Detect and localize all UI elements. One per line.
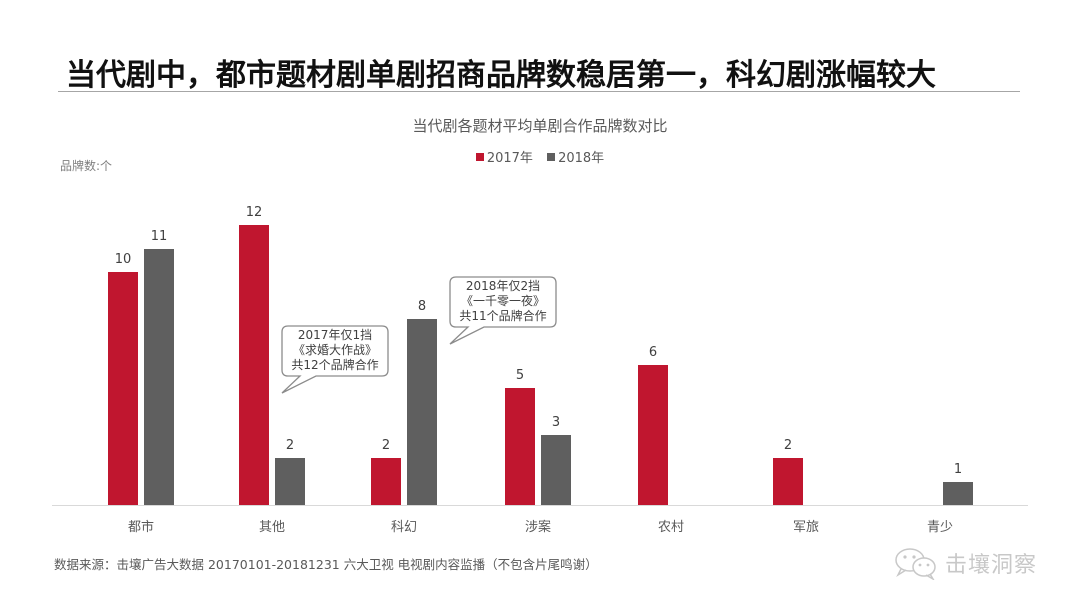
bar-2018-涉案 [541, 435, 571, 505]
data-source-note: 数据来源：击壤广告大数据 20170101-20181231 六大卫视 电视剧内… [54, 557, 598, 572]
x-tick-label: 涉案 [524, 520, 551, 535]
annotation-line: 《一千零一夜》 [460, 294, 545, 308]
annotation-line: 《求婚大作战》 [292, 343, 377, 357]
data-label: 8 [417, 299, 427, 314]
speech-bubble-shape [281, 325, 389, 394]
legend-swatch-2017 [475, 152, 484, 161]
bar-2017-军旅 [773, 458, 803, 505]
annotation-line: 2017年仅1挡 [297, 328, 373, 342]
legend-label: 2018年 [558, 151, 605, 166]
x-tick-label: 都市 [127, 520, 154, 535]
bar-2017-农村 [638, 365, 668, 505]
data-label: 3 [551, 415, 561, 430]
legend-label: 2017年 [486, 151, 533, 166]
bar-2018-科幻 [407, 319, 437, 505]
bar-2018-青少 [943, 482, 973, 505]
bar-2017-其他 [239, 225, 269, 505]
chart-legend: 2017年 2018年 [0, 147, 1080, 166]
data-label: 2 [783, 438, 793, 453]
wechat-icon [895, 548, 936, 580]
x-tick-label: 科幻 [390, 520, 417, 535]
data-label: 2 [381, 438, 391, 453]
speech-bubble-shape [449, 276, 557, 345]
x-tick-label: 农村 [657, 520, 684, 535]
data-label: 6 [648, 345, 658, 360]
page-title: 当代剧中，都市题材剧单剧招商品牌数稳居第一，科幻剧涨幅较大 [66, 58, 936, 93]
annotation-line: 2018年仅2挡 [465, 279, 541, 293]
watermark: 击壤洞察 [893, 546, 1037, 580]
bar-2017-都市 [108, 272, 138, 505]
bar-2018-其他 [275, 458, 305, 505]
plot-area: 10 11 12 2 2 8 5 3 6 2 1 [52, 190, 1028, 505]
x-tick-label: 青少 [926, 520, 953, 535]
x-tick-label: 其他 [258, 520, 285, 535]
x-axis-line [52, 505, 1028, 506]
annotation-line: 共12个品牌合作 [291, 358, 379, 372]
y-axis-label: 品牌数:个 [60, 159, 113, 173]
annotation-line: 共11个品牌合作 [459, 309, 547, 323]
data-label: 11 [150, 229, 168, 244]
data-label: 2 [285, 438, 295, 453]
data-label: 12 [245, 205, 263, 220]
legend-item-2018: 2018年 [547, 147, 604, 166]
title-divider [58, 91, 1020, 92]
annotation-callout-2018: 2018年仅2挡 《一千零一夜》 共11个品牌合作 [448, 276, 558, 346]
data-label: 10 [114, 252, 132, 267]
bar-2018-都市 [144, 249, 174, 505]
watermark-text: 击壤洞察 [945, 553, 1038, 578]
legend-item-2017: 2017年 [475, 147, 533, 166]
chart-title: 当代剧各题材平均单剧合作品牌数对比 [412, 117, 668, 135]
data-label: 1 [953, 462, 963, 477]
x-tick-label: 军旅 [792, 520, 819, 535]
bar-2017-涉案 [505, 388, 535, 505]
data-label: 5 [515, 368, 525, 383]
bar-2017-科幻 [371, 458, 401, 505]
legend-swatch-2018 [547, 152, 556, 161]
annotation-callout-2017: 2017年仅1挡 《求婚大作战》 共12个品牌合作 [280, 325, 390, 395]
